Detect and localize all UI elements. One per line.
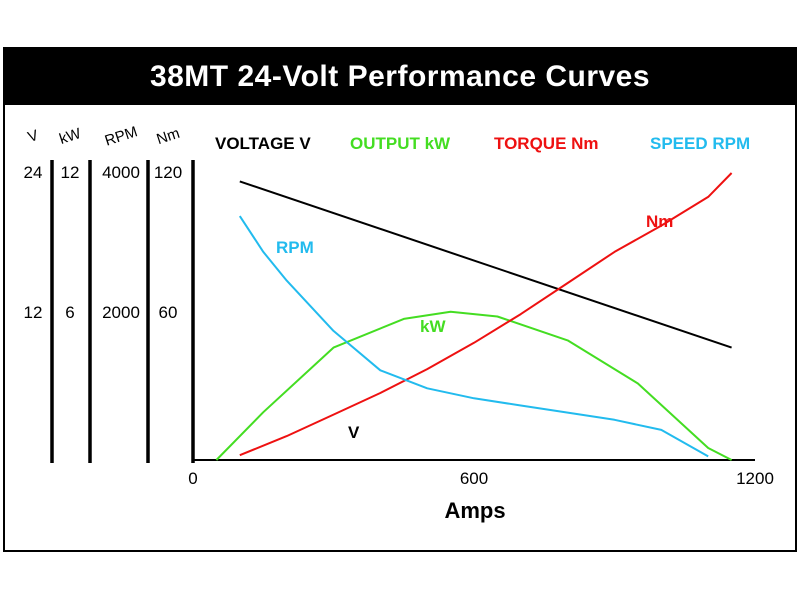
legend-item-2: OUTPUT kW <box>350 134 451 153</box>
curve-label-torque: Nm <box>646 212 673 231</box>
axis-header-v: V <box>26 127 41 146</box>
legend-item-4: SPEED RPM <box>650 134 750 153</box>
tick-rpm-half: 2000 <box>102 303 140 322</box>
tick-rpm-full: 4000 <box>102 163 140 182</box>
chart-title: 38MT 24-Volt Performance Curves <box>5 49 795 105</box>
curve-label-voltage: V <box>348 423 360 442</box>
tick-nm-half: 60 <box>159 303 178 322</box>
x-tick-label: 600 <box>460 469 488 488</box>
series-line-speed <box>238 215 709 458</box>
tick-kw-full: 12 <box>61 163 80 182</box>
chart-frame: 38MT 24-Volt Performance Curves <box>3 47 797 552</box>
tick-kw-half: 6 <box>65 303 74 322</box>
tick-nm-full: 120 <box>154 163 182 182</box>
legend-item-3: TORQUE Nm <box>494 134 599 153</box>
series-line-torque <box>239 172 733 457</box>
axis-header-nm: Nm <box>154 125 181 148</box>
curve-label-speed: RPM <box>276 238 314 257</box>
curve-label-output: kW <box>420 317 446 336</box>
legend-item-1: VOLTAGE V <box>215 134 311 153</box>
series-line-voltage <box>239 180 732 349</box>
x-axis-label: Amps <box>444 498 505 523</box>
axis-header-kw: kW <box>57 125 84 148</box>
x-tick-label: 0 <box>188 469 197 488</box>
axis-header-rpm: RPM <box>103 123 140 149</box>
tick-v-half: 12 <box>24 303 43 322</box>
x-tick-label: 1200 <box>736 469 774 488</box>
tick-v-full: 24 <box>24 163 43 182</box>
series-line-output <box>215 310 733 461</box>
